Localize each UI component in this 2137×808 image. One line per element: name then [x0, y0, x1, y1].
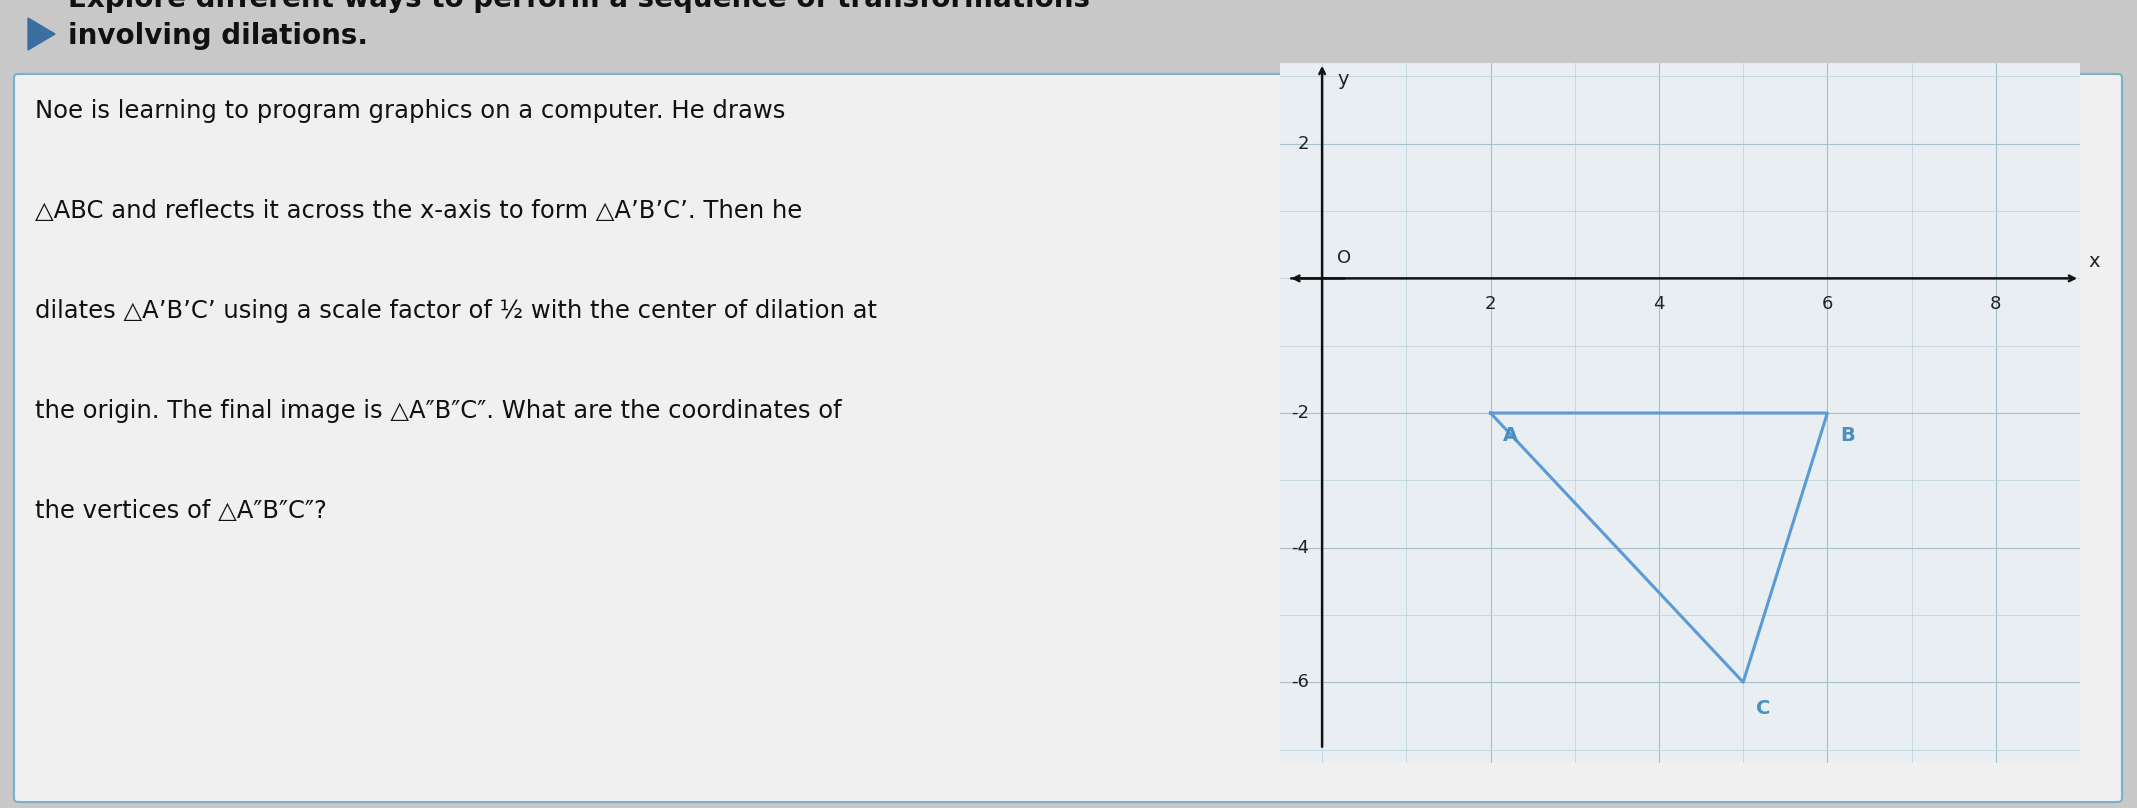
Text: 2: 2: [1297, 135, 1310, 153]
Text: the origin. The final image is △A″B″C″. What are the coordinates of: the origin. The final image is △A″B″C″. …: [34, 399, 842, 423]
Text: -6: -6: [1291, 673, 1310, 691]
Polygon shape: [28, 18, 56, 50]
Text: O: O: [1338, 249, 1351, 267]
Text: 2: 2: [1485, 295, 1496, 314]
Text: 4: 4: [1654, 295, 1665, 314]
Text: Noe is learning to program graphics on a computer. He draws: Noe is learning to program graphics on a…: [34, 99, 786, 123]
Text: x: x: [2088, 252, 2101, 271]
Text: 8: 8: [1990, 295, 2002, 314]
Text: 6: 6: [1821, 295, 1834, 314]
Text: dilates △A’B’C’ using a scale factor of ½ with the center of dilation at: dilates △A’B’C’ using a scale factor of …: [34, 299, 876, 323]
Text: the vertices of △A″B″C″?: the vertices of △A″B″C″?: [34, 499, 327, 523]
Text: -2: -2: [1291, 404, 1310, 422]
Text: y: y: [1338, 69, 1348, 89]
Text: B: B: [1840, 427, 1855, 445]
FancyBboxPatch shape: [15, 74, 2122, 802]
Text: △ABC and reflects it across the x-axis to form △A’B’C’. Then he: △ABC and reflects it across the x-axis t…: [34, 199, 801, 223]
Text: involving dilations.: involving dilations.: [68, 22, 368, 50]
Text: Explore different ways to perform a sequence of transformations: Explore different ways to perform a sequ…: [68, 0, 1090, 13]
Text: C: C: [1757, 699, 1769, 718]
Text: A: A: [1502, 427, 1517, 445]
Text: -4: -4: [1291, 539, 1310, 557]
